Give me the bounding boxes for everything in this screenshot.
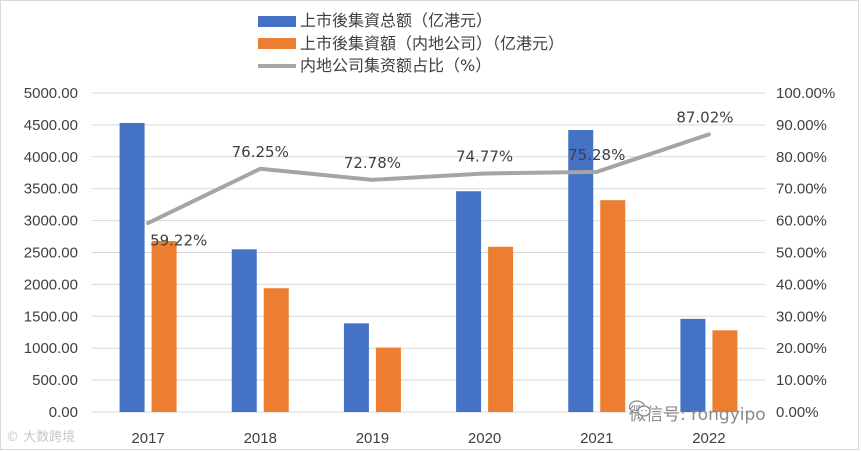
watermark-right: 微信号: rongyipo (629, 400, 766, 425)
bar-total-2017 (119, 122, 145, 413)
bar-total-2019 (343, 323, 369, 412)
ratio-line (146, 132, 711, 226)
bar-total-2018 (231, 249, 257, 412)
watermark-left-logo-icon: © (6, 430, 19, 445)
x-axis-ticks: 2017 2018 2019 2020 2021 2022 (131, 430, 725, 447)
left-tick-label: 4500.00 (24, 117, 78, 134)
legend: 上市後集資总额（亿港元） 上市後集資額（内地公司）（亿港元） 内地公司集资额占比… (258, 10, 564, 78)
ratio-data-label: 74.77% (456, 147, 513, 165)
right-tick-label: 0.00% (776, 404, 819, 421)
right-axis-ticks: 0.00% 10.00% 20.00% 30.00% 40.00% 50.00% 60.00… (776, 85, 835, 421)
right-tick-label: 60.00% (776, 213, 827, 230)
right-tick-label: 10.00% (776, 372, 827, 389)
x-tick-label: 2017 (131, 430, 164, 447)
legend-swatch-gray-line (258, 64, 296, 69)
right-tick-label: 20.00% (776, 340, 827, 357)
right-tick-label: 100.00% (776, 85, 835, 102)
left-tick-label: 2000.00 (24, 276, 78, 293)
left-tick-label: 500.00 (32, 372, 78, 389)
ratio-data-label: 59.22% (150, 231, 207, 249)
watermark-right-text: 微信号: rongyipo (629, 405, 766, 425)
legend-item-ratio: 内地公司集资额占比（%） (258, 55, 564, 78)
data-labels: 59.22% 76.25% 72.78% 74.77% 75.28% 87.02% (150, 108, 733, 249)
bar-total-2020 (456, 191, 482, 412)
x-tick-label: 2020 (468, 430, 501, 447)
ratio-data-label: 72.78% (344, 154, 401, 172)
bar-total-2022 (680, 318, 706, 412)
legend-label-mainland: 上市後集資額（内地公司）（亿港元） (300, 33, 565, 53)
legend-swatch-blue (258, 15, 296, 27)
bar-total-2021 (568, 130, 594, 412)
wechat-icon (629, 400, 651, 417)
watermark-left: © 大数跨境 (6, 426, 75, 445)
ratio-data-label: 87.02% (676, 108, 733, 126)
ratio-line-path (146, 132, 711, 226)
x-tick-label: 2022 (692, 430, 725, 447)
bar-mainland-2017 (151, 241, 177, 412)
bar-mainland-2019 (375, 347, 401, 412)
watermark-left-text: 大数跨境 (23, 430, 76, 445)
left-tick-label: 3500.00 (24, 181, 78, 198)
left-tick-label: 4000.00 (24, 149, 78, 166)
ratio-data-label: 75.28% (568, 146, 625, 164)
left-tick-label: 0.00 (49, 404, 78, 421)
bar-mainland-2018 (263, 288, 289, 412)
right-tick-label: 70.00% (776, 181, 827, 198)
left-tick-label: 1000.00 (24, 340, 78, 357)
right-tick-label: 50.00% (776, 245, 827, 262)
x-tick-label: 2021 (580, 430, 613, 447)
right-tick-label: 40.00% (776, 276, 827, 293)
left-tick-label: 3000.00 (24, 213, 78, 230)
right-tick-label: 80.00% (776, 149, 827, 166)
bars (119, 122, 738, 413)
legend-item-mainland: 上市後集資額（内地公司）（亿港元） (258, 33, 564, 56)
right-tick-label: 90.00% (776, 117, 827, 134)
bar-mainland-2021 (600, 200, 626, 412)
legend-label-ratio: 内地公司集资额占比（%） (300, 56, 492, 75)
bar-mainland-2022 (712, 330, 738, 412)
ratio-data-label: 76.25% (232, 143, 289, 161)
gridlines (92, 92, 765, 413)
left-tick-label: 2500.00 (24, 245, 78, 262)
left-tick-label: 1500.00 (24, 308, 78, 325)
legend-label-total: 上市後集資总额（亿港元） (300, 11, 493, 30)
bar-mainland-2020 (488, 246, 514, 412)
legend-item-total: 上市後集資总额（亿港元） (258, 10, 564, 33)
legend-swatch-orange (258, 38, 296, 50)
left-tick-label: 5000.00 (24, 85, 78, 102)
x-tick-label: 2018 (244, 430, 277, 447)
right-tick-label: 30.00% (776, 308, 827, 325)
x-tick-label: 2019 (356, 430, 389, 447)
left-axis-ticks: 0.00 500.00 1000.00 1500.00 2000.00 2500.00 30… (24, 85, 78, 421)
